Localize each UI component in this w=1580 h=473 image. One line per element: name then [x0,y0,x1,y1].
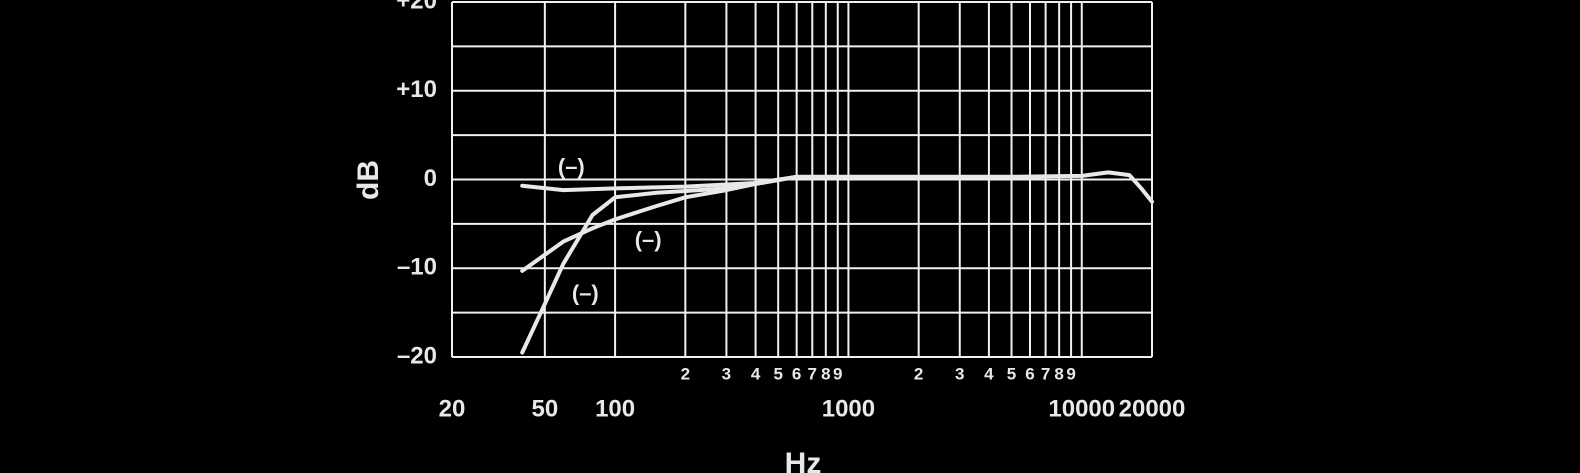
curve-label: (–) [635,227,662,252]
x-tick-label: 20 [439,395,466,422]
response-curve [520,170,1154,204]
y-tick-label: –10 [397,254,437,281]
x-tick-label: 10000 [1048,395,1115,422]
response-curve [520,174,799,355]
y-tick-label: 0 [424,165,437,192]
x-tick-label: 9 [833,364,842,383]
x-tick-label: 9 [1066,364,1075,383]
y-axis-title: dB [352,160,385,200]
x-tick-label: 6 [1025,364,1034,383]
y-tick-label: +20 [396,0,437,14]
x-tick-label: 50 [532,395,559,422]
x-tick-label: 7 [808,364,817,383]
x-tick-label: 5 [773,364,782,383]
x-tick-label: 6 [792,364,801,383]
x-tick-label: 8 [821,364,830,383]
x-tick-label: 1000 [822,395,875,422]
x-tick-label: 4 [751,364,761,383]
x-tick-label: 100 [595,395,635,422]
x-tick-label: 3 [722,364,731,383]
curve-label: (–) [572,281,599,306]
x-tick-label: 5 [1007,364,1016,383]
x-tick-label: 20000 [1119,395,1186,422]
y-tick-label: –20 [397,342,437,369]
x-tick-label: 2 [914,364,923,383]
x-tick-label: 8 [1054,364,1063,383]
x-tick-label: 4 [984,364,994,383]
x-tick-label: 3 [955,364,964,383]
x-tick-label: 7 [1041,364,1050,383]
y-tick-label: +10 [396,76,437,103]
x-tick-label: 2 [681,364,690,383]
x-axis-title: Hz [785,447,822,473]
curve-label: (–) [558,154,585,179]
